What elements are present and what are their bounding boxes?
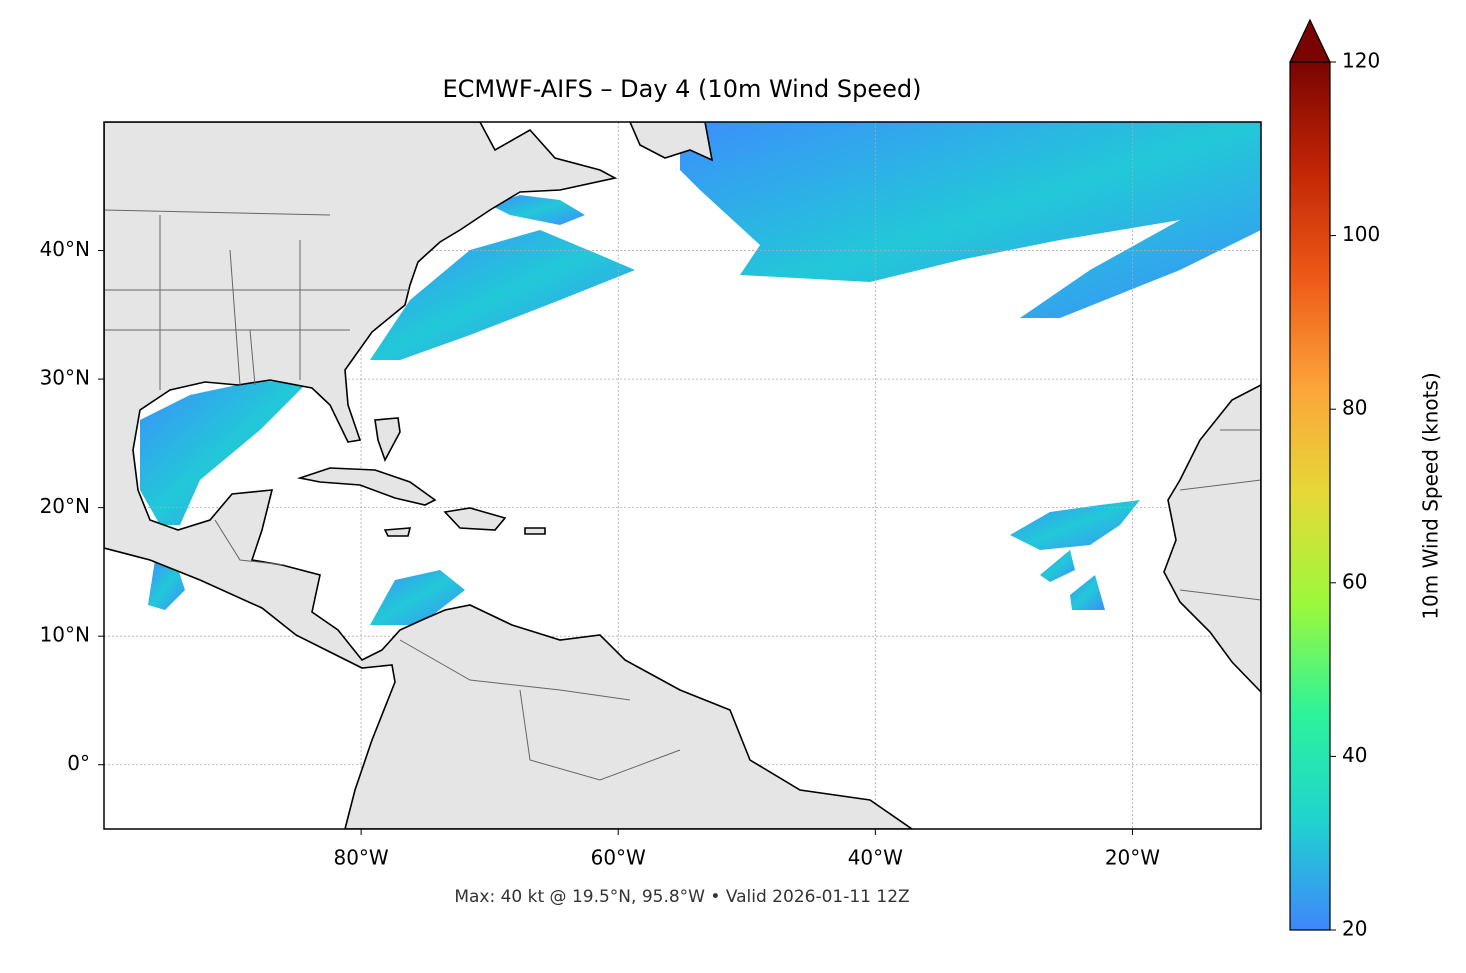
colorbar: [1289, 61, 1331, 931]
y-tick-label: 40°N: [40, 237, 90, 261]
state-borders: [104, 209, 1261, 781]
bahamas: [374, 417, 401, 462]
colorbar-label: 10m Wind Speed (knots): [1419, 372, 1443, 619]
africa: [1163, 384, 1261, 694]
colorbar-tick-label: 100: [1342, 222, 1380, 246]
puerto-rico: [524, 527, 546, 535]
colorbar-tick-label: 20: [1342, 917, 1367, 941]
map-area: [104, 122, 1261, 829]
y-tick-label: 30°N: [40, 366, 90, 390]
footer: Max: 40 kt @ 19.5°N, 95.8°W • Valid 2026…: [454, 887, 909, 907]
colorbar-extend: [1289, 18, 1331, 63]
x-tick-label: 40°W: [848, 846, 903, 870]
y-tick-label: 20°N: [40, 494, 90, 518]
wind-field: [140, 122, 1261, 625]
hispaniola: [443, 507, 507, 531]
x-tick-label: 60°W: [591, 846, 646, 870]
y-tick-label: 10°N: [40, 623, 90, 647]
x-tick-label: 20°W: [1105, 846, 1160, 870]
y-tick-label: 0°: [67, 751, 90, 775]
graticule: [104, 122, 1261, 829]
colorbar-tick-label: 120: [1342, 49, 1380, 73]
cuba: [296, 467, 437, 506]
map-frame: [103, 121, 1262, 830]
newfoundland: [629, 122, 714, 162]
americas-land: [104, 122, 914, 829]
colorbar-tick-label: 80: [1342, 396, 1367, 420]
map-title: ECMWF-AIFS – Day 4 (10m Wind Speed): [442, 75, 921, 103]
jamaica: [383, 527, 412, 537]
x-tick-label: 80°W: [333, 846, 388, 870]
colorbar-tick-label: 60: [1342, 569, 1367, 593]
colorbar-tick-label: 40: [1342, 743, 1367, 767]
